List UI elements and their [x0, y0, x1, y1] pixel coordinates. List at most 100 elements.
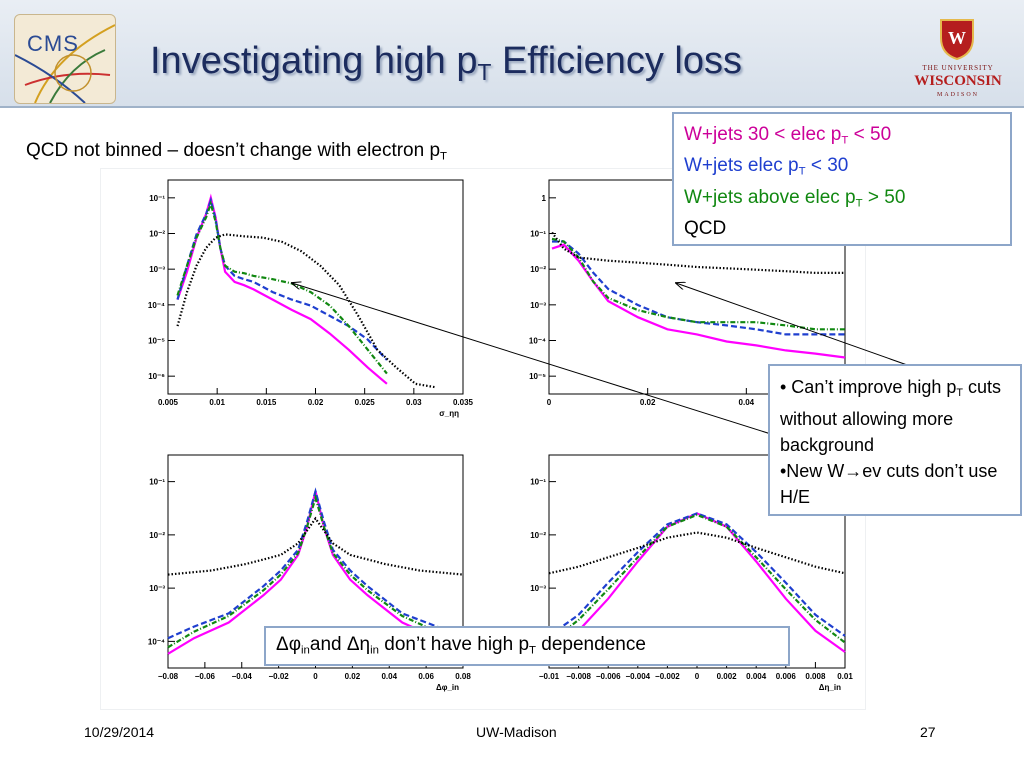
- y-tick-label: 10⁻⁵: [529, 372, 546, 381]
- x-tick-label: −0.06: [195, 672, 216, 681]
- dep-sub-3: T: [529, 644, 536, 657]
- legend-entry-1-text: W+jets elec p: [684, 155, 799, 177]
- arrow-to-sigma-plot: [292, 283, 791, 441]
- x-tick-label: 0.01: [209, 398, 225, 407]
- x-axis-label: σ_ηη: [439, 409, 459, 418]
- x-tick-label: 0.002: [717, 672, 738, 681]
- panel-3-series-1: [548, 512, 846, 637]
- y-tick-label: 10⁻⁴: [148, 301, 165, 310]
- panel-2-series-1: [167, 487, 464, 640]
- y-tick-label: 10⁻³: [149, 584, 165, 593]
- legend-box: W+jets 30 < elec pT < 50 W+jets elec pT …: [672, 112, 1012, 246]
- x-tick-label: −0.02: [269, 672, 290, 681]
- x-tick-label: −0.004: [625, 672, 650, 681]
- x-tick-label: 0.04: [739, 398, 755, 407]
- x-tick-label: 0.004: [746, 672, 767, 681]
- y-tick-label: 10⁻³: [530, 301, 546, 310]
- legend-entry-2: W+jets above elec pT > 50: [684, 185, 1000, 216]
- legend-entry-1: W+jets elec pT < 30: [684, 153, 1000, 184]
- footer-date: 10/29/2014: [84, 724, 155, 740]
- legend-entry-1-tail: < 30: [805, 155, 849, 177]
- x-tick-label: 0.02: [345, 672, 361, 681]
- panel-3-series-3: [548, 531, 846, 575]
- legend-entry-2-text: W+jets above elec p: [684, 186, 856, 208]
- y-tick-label: 10⁻²: [149, 230, 165, 239]
- header-rule: [0, 106, 1024, 108]
- y-tick-label: 10⁻³: [149, 265, 165, 274]
- x-tick-label: −0.08: [158, 672, 179, 681]
- y-tick-label: 10⁻¹: [149, 478, 165, 487]
- legend-entry-2-tail: > 50: [862, 186, 906, 208]
- panel-0-series-0: [176, 193, 388, 385]
- dep-sub-2: in: [370, 644, 380, 657]
- note-bullet-1: • Can’t improve high pT cuts without all…: [780, 374, 1010, 458]
- footer-center: UW-Madison: [476, 724, 557, 740]
- legend-entry-0-sub: T: [841, 134, 849, 147]
- panel-2: −0.08 −0.06 −0.04 −0.02 0 0.02 0.04 0.06 0.08 10⁻…: [148, 454, 471, 692]
- panel-1-series-1: [552, 240, 845, 336]
- panel-0-series-3: [176, 233, 435, 389]
- uw-logo-line3: MADISON: [936, 92, 979, 98]
- legend-entry-3: QCD: [684, 216, 1000, 241]
- panel-3-series-2: [548, 513, 846, 644]
- cms-logo-text: CMS: [27, 31, 79, 56]
- uw-crest-icon: W: [940, 19, 974, 60]
- notes-box: • Can’t improve high pT cuts without all…: [768, 364, 1022, 516]
- dep-text-2: and Δη: [309, 634, 371, 655]
- panel-1-series-0: [551, 243, 846, 359]
- panel-0-frame: [167, 179, 464, 395]
- y-tick-label: 10⁻⁴: [529, 337, 546, 346]
- x-tick-label: 0.01: [837, 672, 853, 681]
- x-tick-label: 0.015: [256, 398, 277, 407]
- panel-2-series-3: [167, 516, 464, 576]
- x-tick-label: 0: [695, 672, 700, 681]
- footer-page-number: 27: [920, 724, 936, 740]
- legend-entry-3-text: QCD: [684, 218, 727, 240]
- subtitle-text: QCD not binned – doesn’t change with ele…: [26, 140, 441, 161]
- x-tick-label: 0.035: [453, 398, 474, 407]
- x-tick-label: 0: [547, 398, 552, 407]
- annotation-arrows: [292, 283, 911, 441]
- dep-text-4: dependence: [536, 634, 646, 655]
- legend-entry-2-sub: T: [855, 197, 863, 210]
- x-tick-label: 0.02: [308, 398, 324, 407]
- y-tick-label: 1: [542, 194, 547, 203]
- note-1-text: • Can’t improve high p: [780, 377, 957, 397]
- panel-1-series-3: [551, 231, 845, 274]
- x-tick-label: 0.005: [158, 398, 179, 407]
- y-tick-label: 10⁻⁵: [148, 337, 165, 346]
- x-tick-label: 0.006: [776, 672, 797, 681]
- panel-0-series-2: [176, 199, 388, 375]
- slide-subtitle: QCD not binned – doesn’t change with ele…: [26, 140, 447, 162]
- x-tick-label: 0.025: [355, 398, 376, 407]
- x-tick-label: 0.06: [418, 672, 434, 681]
- x-tick-label: −0.008: [566, 672, 591, 681]
- slide-header: [0, 0, 1024, 108]
- slide-title: Investigating high pT Efficiency loss: [150, 40, 742, 86]
- arrow-to-second-plot: [676, 283, 911, 367]
- x-tick-label: −0.01: [539, 672, 560, 681]
- title-text: Investigating high p: [150, 40, 478, 82]
- y-tick-label: 10⁻¹: [149, 194, 165, 203]
- y-tick-label: 10⁻¹: [530, 230, 546, 239]
- y-tick-label: 10⁻⁶: [148, 372, 165, 381]
- x-tick-label: −0.002: [655, 672, 680, 681]
- panel-0-series-1: [176, 196, 388, 361]
- x-tick-label: −0.006: [596, 672, 621, 681]
- y-tick-label: 10⁻³: [530, 584, 546, 593]
- y-tick-label: 10⁻⁴: [148, 637, 165, 646]
- legend-entry-1-sub: T: [798, 165, 806, 178]
- y-tick-label: 10⁻²: [530, 531, 546, 540]
- dep-sub-1: in: [301, 644, 310, 657]
- y-tick-label: 10⁻¹: [530, 478, 546, 487]
- dependence-box: Δφinand Δηin don’t have high pT dependen…: [264, 626, 790, 666]
- x-tick-label: 0.03: [406, 398, 422, 407]
- x-tick-label: −0.04: [232, 672, 253, 681]
- cms-logo-graphic: [15, 24, 115, 103]
- title-subscript: T: [477, 58, 492, 85]
- x-axis-label: Δη_in: [819, 683, 841, 692]
- panel-1-series-2: [551, 237, 845, 331]
- legend-entry-0: W+jets 30 < elec pT < 50: [684, 122, 1000, 153]
- y-tick-label: 10⁻²: [149, 531, 165, 540]
